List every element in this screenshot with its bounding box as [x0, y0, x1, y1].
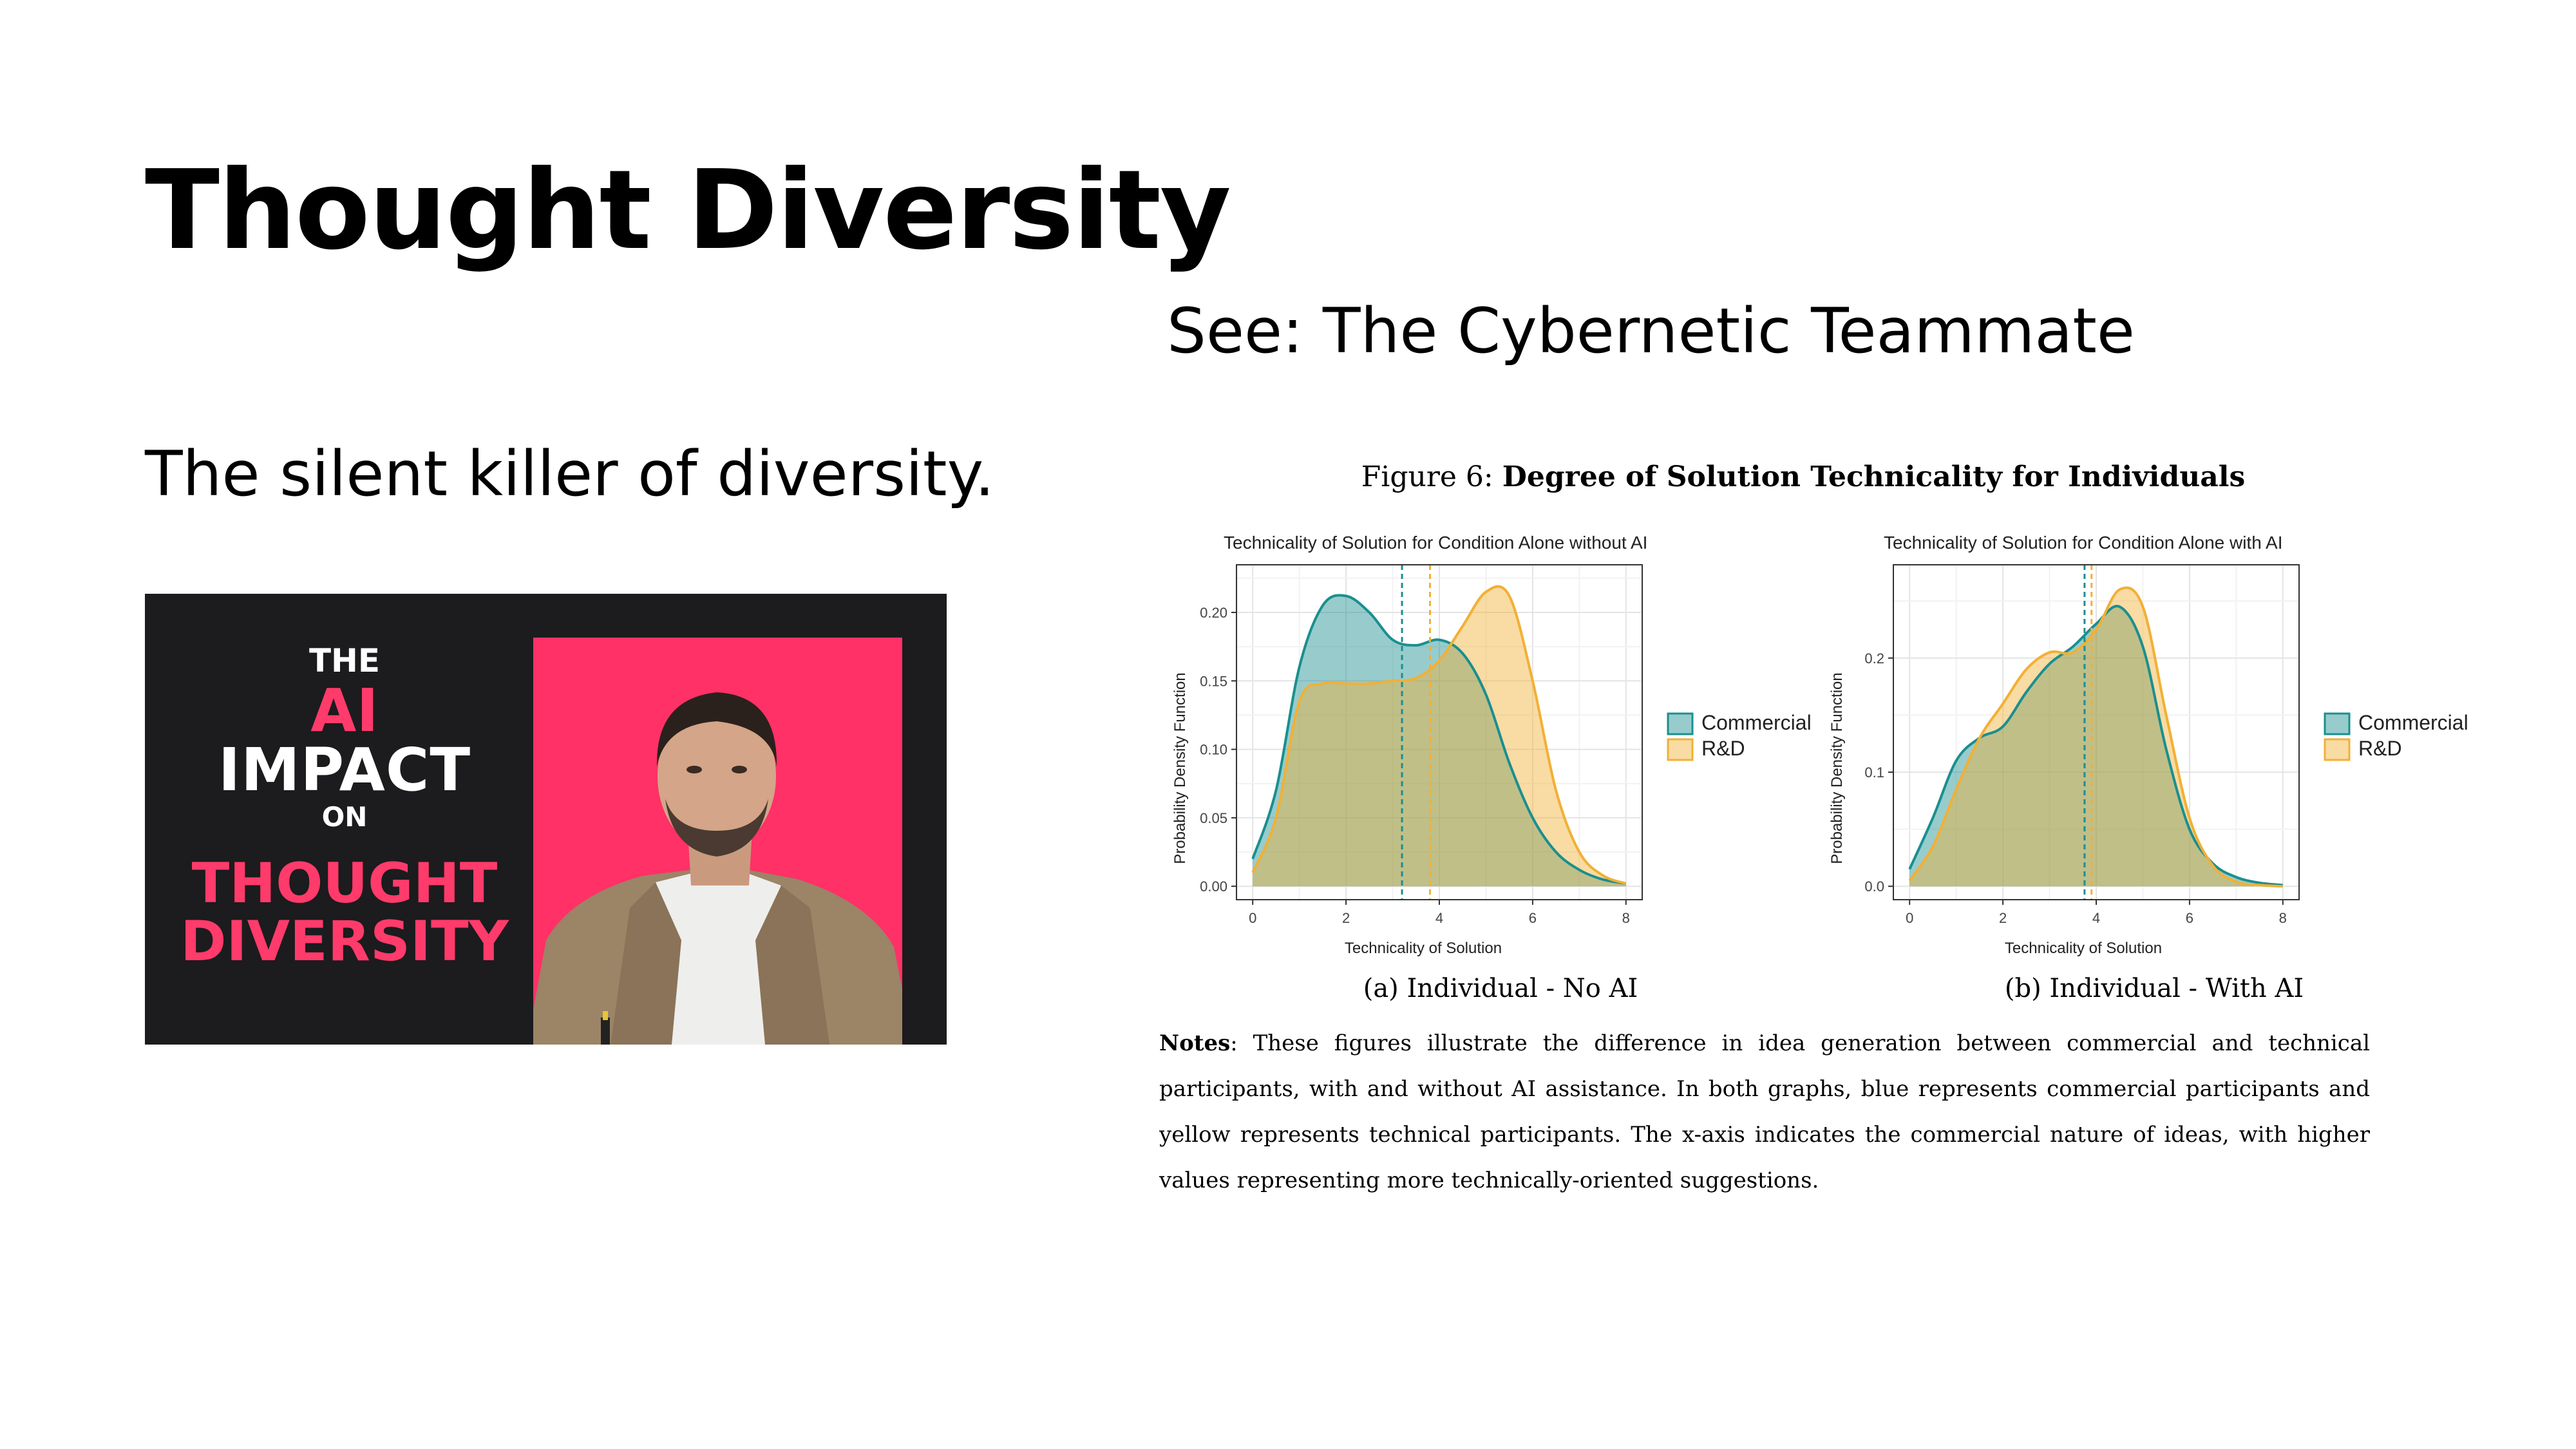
y-axis-label: Probability Density Function	[1828, 672, 1846, 864]
y-tick-label: 0.20	[1200, 605, 1227, 621]
thumbnail-line-diversity: DIVERSITY	[180, 909, 509, 974]
figure-caption-title: Degree of Solution Technicality for Indi…	[1502, 460, 2246, 493]
density-line-commercial	[1251, 594, 1627, 885]
slide-subtitle: The silent killer of diversity.	[145, 438, 995, 510]
x-tick-label: 4	[1435, 910, 1443, 926]
density-line-rd	[1908, 586, 2283, 888]
y-tick-label: 0.15	[1200, 673, 1227, 689]
thumbnail-line-the: THE	[308, 642, 381, 679]
thumbnail-line-impact: IMPACT	[218, 735, 471, 804]
x-tick-label: 6	[1529, 910, 1537, 926]
y-tick-label: 0.05	[1200, 810, 1227, 826]
x-tick-label: 6	[2186, 910, 2193, 926]
notes-label: Notes	[1159, 1030, 1231, 1056]
see-reference-text: See: The Cybernetic Teammate	[1167, 295, 2135, 367]
x-axis-label: Technicality of Solution	[2005, 940, 2162, 957]
y-tick-label: 0.2	[1864, 650, 1884, 667]
notes-text: : These figures illustrate the differenc…	[1159, 1030, 2370, 1193]
legend-label-rd: R&D	[1701, 737, 1745, 760]
x-axis-label: Technicality of Solution	[1345, 940, 1502, 957]
legend-swatch-commercial	[1667, 712, 1694, 735]
figure-notes: Notes: These figures illustrate the diff…	[1159, 1021, 2370, 1204]
legend-swatch-rd	[1667, 738, 1694, 761]
legend-label-rd: R&D	[2358, 737, 2402, 760]
density-area-commercial	[1253, 595, 1626, 887]
y-tick-label: 0.10	[1200, 742, 1227, 758]
legend-swatch-rd	[2324, 738, 2351, 761]
density-area-rd	[1909, 587, 2283, 887]
density-chart-no-ai: Technicality of Solution for Condition A…	[1171, 533, 1812, 957]
legend-label-commercial: Commercial	[2358, 711, 2468, 734]
x-tick-label: 0	[1249, 910, 1256, 926]
y-axis-label: Probability Density Function	[1171, 672, 1189, 864]
x-tick-label: 8	[1622, 910, 1630, 926]
y-tick-label: 0.00	[1200, 878, 1227, 895]
speaker-photo	[533, 638, 902, 1045]
video-thumbnail: THE AI IMPACT ON THOUGHT DIVERSITY	[145, 594, 947, 1045]
figure-caption: Figure 6: Degree of Solution Technicalit…	[1159, 460, 2447, 493]
subcaption-with-ai: (b) Individual - With AI	[2004, 974, 2304, 1003]
thumbnail-line-thought: THOUGHT	[191, 851, 498, 916]
x-tick-label: 2	[1342, 910, 1350, 926]
legend-swatch-commercial	[2324, 712, 2351, 735]
density-line-rd	[1251, 585, 1627, 885]
thumbnail-line-on: ON	[321, 801, 368, 833]
subcaption-no-ai: (a) Individual - No AI	[1363, 974, 1638, 1003]
y-tick-label: 0.1	[1864, 764, 1884, 781]
figure-caption-prefix: Figure 6:	[1361, 460, 1493, 493]
x-tick-label: 0	[1906, 910, 1913, 926]
x-tick-label: 8	[2279, 910, 2287, 926]
chart-title: Technicality of Solution for Condition A…	[1884, 533, 2282, 553]
thumbnail-line-ai: AI	[310, 676, 379, 745]
y-tick-label: 0.0	[1864, 878, 1884, 895]
speaker-illustration	[533, 692, 902, 1045]
legend-label-commercial: Commercial	[1701, 711, 1812, 734]
legend: Commercial R&D	[1667, 711, 1812, 761]
x-tick-label: 2	[1999, 910, 2007, 926]
density-chart-with-ai: Technicality of Solution for Condition A…	[1828, 533, 2468, 957]
density-area-commercial	[1909, 606, 2283, 887]
legend: Commercial R&D	[2324, 711, 2468, 761]
slide-title: Thought Diversity	[145, 147, 1231, 274]
x-tick-label: 4	[2092, 910, 2100, 926]
chart-title: Technicality of Solution for Condition A…	[1224, 533, 1647, 553]
density-area-rd	[1253, 586, 1626, 887]
